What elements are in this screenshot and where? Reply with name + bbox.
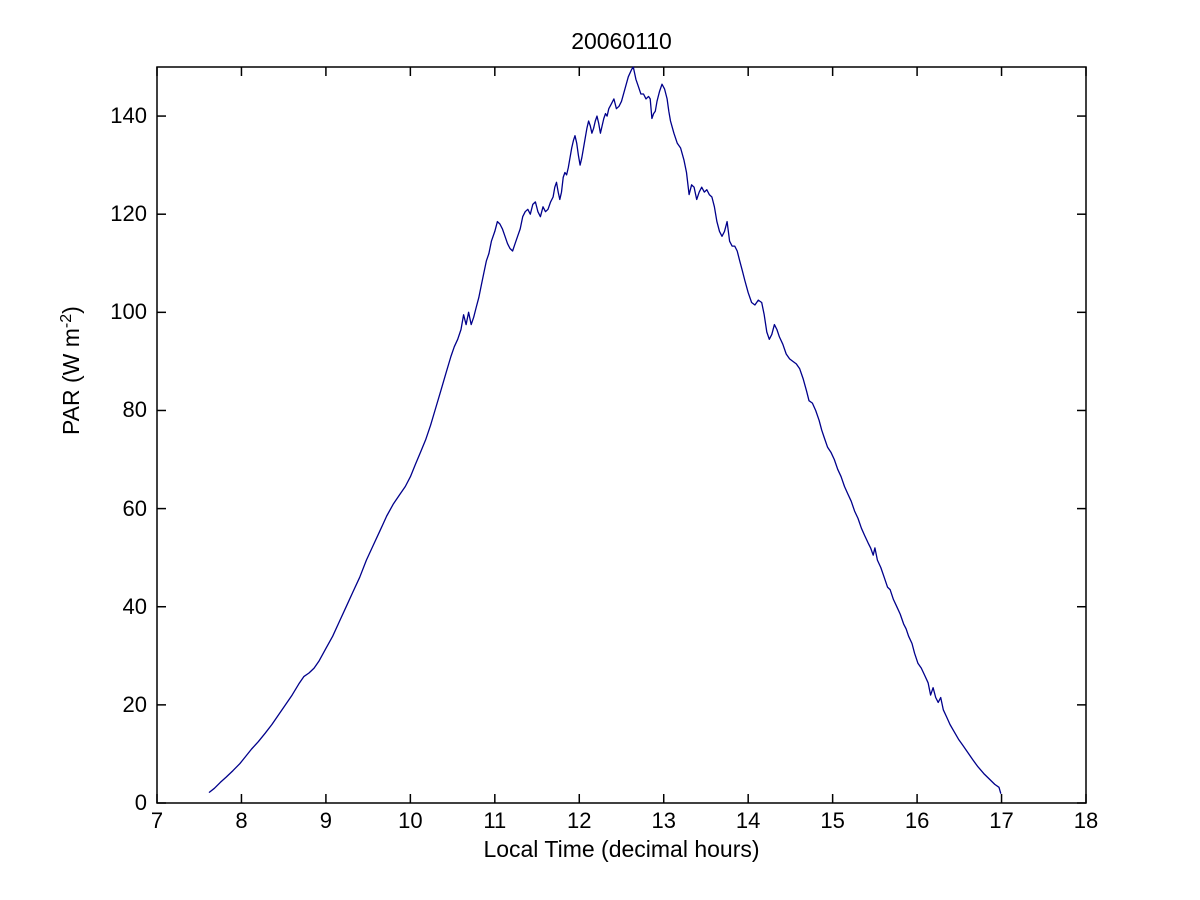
- x-axis-label: Local Time (decimal hours): [483, 836, 760, 862]
- x-tick-label: 10: [398, 808, 423, 833]
- x-tick-label: 15: [820, 808, 845, 833]
- y-axis-label-close: ): [58, 306, 84, 314]
- y-tick-label: 100: [110, 299, 147, 325]
- y-axis-label-superscript: -2: [58, 313, 75, 329]
- y-axis-label-text: PAR (W m: [58, 328, 84, 435]
- x-tick-label: 13: [651, 808, 676, 833]
- x-tick-label: 14: [735, 808, 761, 833]
- y-tick-label: 140: [110, 103, 147, 129]
- x-tick-label: 16: [904, 808, 930, 833]
- x-tick-label: 7: [150, 808, 164, 833]
- x-tick-label: 18: [1073, 808, 1099, 833]
- axis-box: [156, 66, 1087, 804]
- y-tick-label: 0: [134, 790, 147, 815]
- x-tick-label: 17: [989, 808, 1014, 833]
- chart-title: 20060110: [571, 28, 672, 54]
- x-tick-label: 11: [483, 808, 507, 833]
- x-tick-label: 8: [235, 808, 248, 833]
- y-tick-label: 80: [122, 397, 147, 423]
- par-line-series: [208, 66, 1002, 794]
- y-tick-label: 20: [122, 691, 147, 717]
- x-tick-label: 12: [567, 808, 592, 833]
- y-tick-label: 40: [122, 593, 147, 619]
- y-tick-label: 60: [122, 495, 147, 521]
- y-tick-label: 120: [110, 201, 147, 227]
- x-tick-label: 9: [319, 808, 333, 833]
